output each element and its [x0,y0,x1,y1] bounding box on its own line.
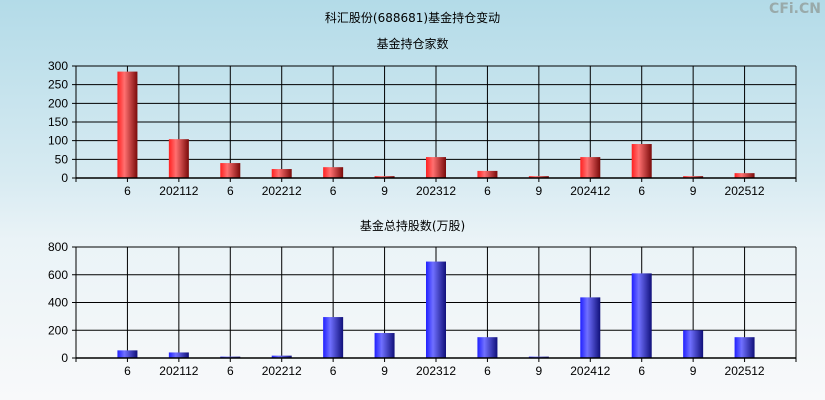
y-tick-label: 200 [48,96,68,110]
x-tick-label: 9 [381,364,388,378]
bar [271,169,292,178]
x-tick-label: 202312 [416,184,456,198]
y-tick-label: 800 [48,240,68,254]
x-tick-label: 6 [484,364,491,378]
x-tick-label: 202312 [416,364,456,378]
y-tick-label: 300 [48,59,68,73]
x-tick-label: 202212 [262,184,302,198]
y-tick-label: 50 [55,152,69,166]
chart-2-title: 基金总持股数(万股) [359,219,466,233]
y-tick-label: 400 [48,296,68,310]
bar [477,170,498,178]
bar [117,71,138,178]
y-tick-label: 200 [48,323,68,337]
x-tick-label: 202112 [159,184,198,198]
y-tick-label: 0 [61,171,68,185]
bar [580,157,601,178]
x-tick-label: 6 [330,364,337,378]
bar [426,261,446,358]
bar [323,167,344,178]
x-tick-label: 202512 [725,184,765,198]
bar [168,139,189,178]
bar [426,157,446,178]
x-tick-label: 6 [227,364,234,378]
x-tick-label: 6 [227,184,234,198]
x-tick-label: 6 [638,184,645,198]
bar [117,350,138,358]
y-tick-label: 250 [48,78,68,92]
bar [374,176,395,178]
bar [631,273,652,358]
x-tick-label: 6 [124,184,131,198]
bar [220,163,241,178]
x-tick-label: 9 [381,184,388,198]
bar [323,317,344,358]
bar [683,176,704,178]
page-title: 科汇股份(688681)基金持仓变动 [324,11,501,25]
x-tick-label: 202112 [159,364,198,378]
x-tick-label: 202412 [570,184,610,198]
bar [168,352,189,358]
bar [477,337,498,358]
x-tick-label: 6 [638,364,645,378]
x-tick-label: 9 [690,184,697,198]
bar [528,176,549,178]
x-tick-label: 9 [690,364,697,378]
bar [631,144,652,178]
x-tick-label: 6 [484,184,491,198]
x-tick-label: 202412 [570,364,610,378]
bar [734,173,755,178]
x-tick-label: 202512 [725,364,765,378]
x-tick-label: 6 [330,184,337,198]
bar [271,355,292,358]
y-tick-label: 0 [61,351,68,365]
bar [683,330,704,358]
y-tick-label: 150 [48,115,68,129]
bar [580,297,601,358]
x-tick-label: 9 [536,364,543,378]
x-tick-label: 6 [124,364,131,378]
bar [374,333,395,358]
chart-1-title: 基金持仓家数 [376,37,449,51]
x-tick-label: 202212 [262,364,302,378]
y-tick-label: 100 [48,134,68,148]
watermark: CFi.CN [769,1,821,17]
x-tick-label: 9 [536,184,543,198]
bar [734,337,755,358]
y-tick-label: 600 [48,268,68,282]
